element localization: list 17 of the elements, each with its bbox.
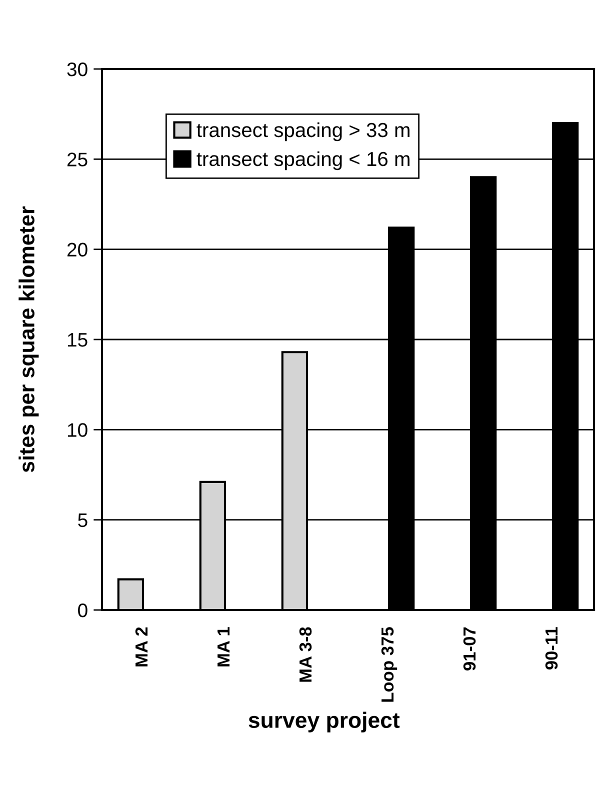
y-tick-label: 5	[78, 514, 88, 528]
legend-label: transect spacing > 33 m	[196, 122, 410, 142]
y-tick-label: 20	[67, 242, 88, 257]
y-axis-title: sites per square kilometer	[18, 206, 39, 472]
y-tick-label: 0	[78, 603, 88, 618]
x-axis-title: survey project	[248, 712, 400, 732]
legend-label: transect spacing < 16 m	[196, 151, 410, 170]
x-tick-label: MA 2	[135, 627, 148, 666]
y-tick-label: 25	[67, 152, 88, 166]
y-tick-label: 15	[68, 333, 88, 347]
x-tick-label: MA 1	[218, 627, 230, 666]
x-tick-label: MA 3-8	[299, 627, 312, 682]
x-tick-label: Loop 375	[381, 627, 398, 702]
x-tick-label: 90-11	[545, 627, 558, 670]
y-tick-label: 30	[67, 62, 88, 76]
x-tick-label: 91-07	[463, 627, 476, 670]
y-tick-label: 10	[68, 423, 88, 437]
